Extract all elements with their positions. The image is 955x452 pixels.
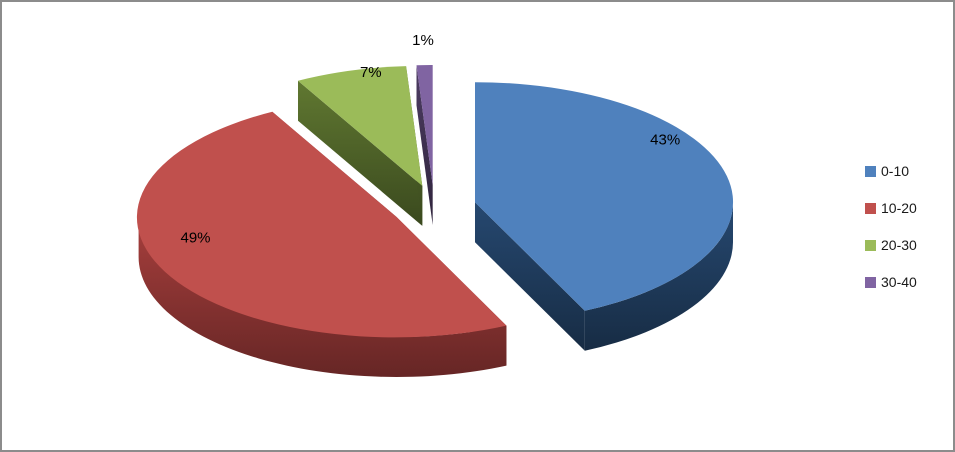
data-label-30-40: 1% <box>412 32 434 49</box>
legend-swatch <box>865 276 876 288</box>
legend-label: 20-30 <box>881 237 917 253</box>
data-label-0-10: 43% <box>650 131 680 148</box>
legend-item-10-20[interactable]: 10-20 <box>865 201 917 215</box>
legend-label: 30-40 <box>881 274 917 290</box>
pie-slice-0-10-arc-wall <box>584 202 733 351</box>
data-label-10-20: 49% <box>180 230 210 247</box>
legend-swatch <box>865 165 876 177</box>
legend-swatch <box>865 202 876 214</box>
pie-slice-30-40-edge-wall <box>416 65 433 226</box>
legend-label: 10-20 <box>881 200 917 216</box>
legend-swatch <box>865 239 876 251</box>
data-label-20-30: 7% <box>360 64 382 81</box>
pie-slice-20-30-edge-wall <box>298 80 423 226</box>
pie-slice-30-40[interactable] <box>416 64 433 186</box>
pie-slice-20-30[interactable] <box>298 66 423 186</box>
pie-slice-0-10-edge-wall <box>474 202 585 351</box>
pie-slice-0-10[interactable] <box>474 82 734 311</box>
legend-label: 0-10 <box>881 163 910 179</box>
pie-slice-10-20[interactable] <box>136 111 507 338</box>
legend-item-20-30[interactable]: 20-30 <box>865 238 917 252</box>
legend-item-30-40[interactable]: 30-40 <box>865 275 917 289</box>
legend-item-0-10[interactable]: 0-10 <box>865 164 917 178</box>
chart-legend: 0-10 10-20 20-30 30-40 <box>865 164 917 312</box>
